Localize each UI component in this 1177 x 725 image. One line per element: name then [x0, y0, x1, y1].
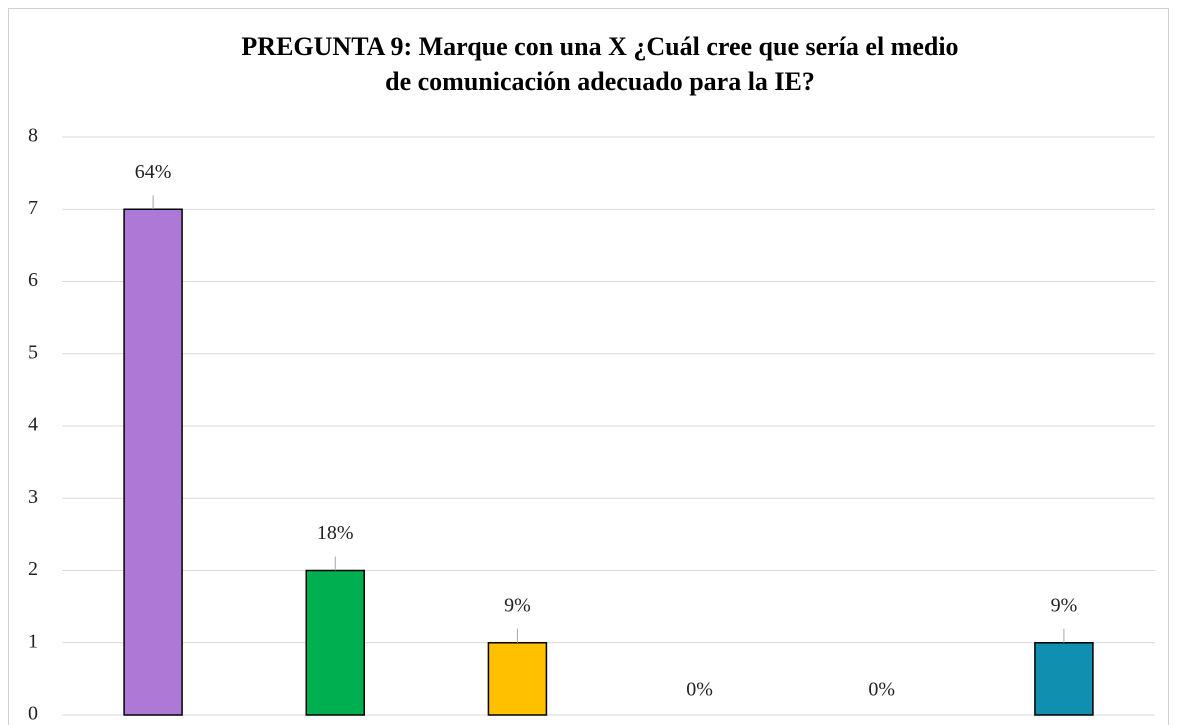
y-tick-label: 5 [28, 341, 38, 363]
y-tick-label: 3 [28, 486, 38, 508]
y-tick-label: 2 [28, 558, 38, 580]
chart-title: PREGUNTA 9: Marque con una X ¿Cuál cree … [241, 32, 958, 61]
bar [123, 208, 183, 716]
y-tick-label: 0 [28, 703, 38, 725]
data-label: 0% [868, 679, 895, 701]
chart-frame [8, 8, 1169, 725]
y-tick-label: 7 [28, 197, 38, 219]
data-label: 0% [686, 679, 713, 701]
chart-title: de comunicación adecuado para la IE? [385, 67, 815, 96]
y-tick-label: 1 [28, 630, 38, 652]
data-label: 18% [317, 522, 354, 544]
y-tick-label: 8 [28, 125, 38, 147]
data-label: 9% [1051, 594, 1078, 616]
data-label: 9% [504, 594, 531, 616]
data-label: 64% [135, 161, 172, 183]
bar [1034, 642, 1094, 716]
bar [487, 642, 548, 716]
y-tick-label: 4 [28, 414, 38, 436]
bar [305, 569, 365, 716]
y-tick-label: 6 [28, 269, 38, 291]
